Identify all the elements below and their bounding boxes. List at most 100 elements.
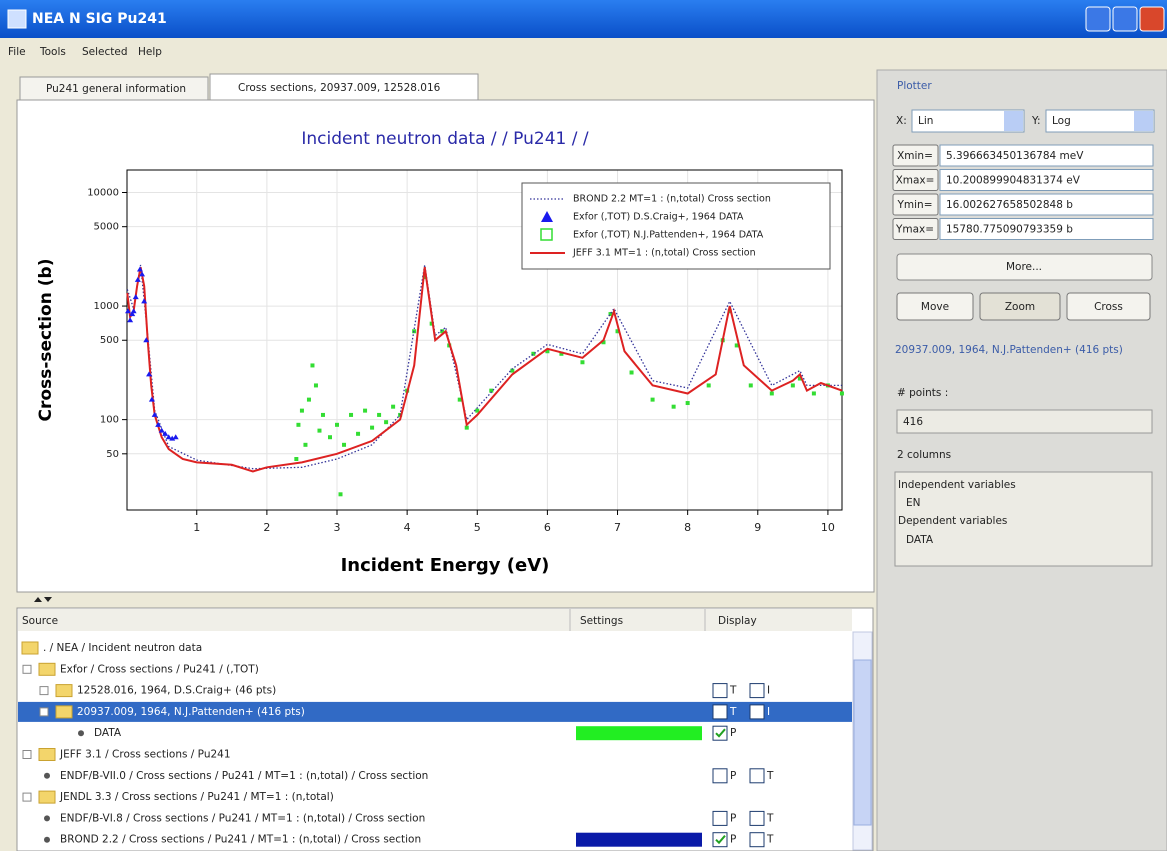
row-label[interactable]: ENDF/B-VII.0 / Cross sections / Pu241 / … — [60, 770, 428, 782]
tab-active[interactable] — [209, 73, 479, 102]
checkbox-label[interactable]: P — [730, 834, 736, 846]
title-bar — [0, 0, 1167, 38]
legend-symbol — [541, 211, 553, 222]
expander[interactable] — [39, 686, 49, 696]
row-label[interactable]: ENDF/B-VI.8 / Cross sections / Pu241 / M… — [60, 812, 425, 824]
expander[interactable] — [22, 750, 32, 759]
data-point — [162, 430, 169, 436]
data-point — [580, 360, 585, 365]
column-header[interactable]: Display — [718, 615, 757, 627]
mode-button[interactable] — [1066, 292, 1151, 321]
tab-label[interactable]: Pu241 general information — [46, 83, 186, 95]
mode-button-label[interactable]: Zoom — [1005, 301, 1035, 313]
checkbox[interactable] — [712, 704, 728, 720]
scroll-thumb[interactable] — [853, 659, 872, 826]
checkbox-label[interactable]: P — [730, 812, 736, 824]
button-label[interactable]: More... — [1006, 261, 1042, 273]
mode-button-label[interactable]: Cross — [1094, 301, 1123, 313]
row-label[interactable]: JENDL 3.3 / Cross sections / Pu241 / MT=… — [59, 791, 334, 803]
checkbox[interactable] — [749, 768, 765, 784]
limit-button[interactable] — [892, 144, 939, 167]
checkbox-label[interactable]: I — [767, 685, 770, 697]
checkbox[interactable] — [712, 832, 728, 848]
row-label[interactable]: JEFF 3.1 / Cross sections / Pu241 — [59, 749, 231, 761]
splitter-arrows[interactable] — [34, 597, 52, 602]
data-point — [391, 404, 396, 409]
color-swatch[interactable] — [576, 832, 702, 847]
close-button[interactable] — [1139, 6, 1165, 32]
row-label[interactable]: 20937.009, 1964, N.J.Pattenden+ (416 pts… — [77, 706, 305, 718]
limit-button[interactable] — [892, 169, 939, 191]
color-swatch[interactable] — [576, 726, 702, 741]
tab-label[interactable]: Cross sections, 20937.009, 12528.016 — [238, 82, 441, 94]
limit-button-label[interactable]: Xmax= — [896, 175, 935, 187]
checkbox[interactable] — [749, 683, 765, 699]
limit-value[interactable]: 10.200899904831374 eV — [946, 175, 1081, 187]
column-header[interactable]: Source — [22, 615, 58, 627]
limit-field[interactable] — [939, 144, 1154, 167]
checkbox-label[interactable]: T — [766, 834, 774, 846]
checkbox[interactable] — [712, 810, 728, 826]
checkbox-label[interactable]: P — [730, 770, 736, 782]
checkbox[interactable] — [749, 704, 765, 720]
row-label[interactable]: DATA — [94, 727, 122, 739]
checkbox[interactable] — [749, 810, 765, 826]
limit-field[interactable] — [939, 218, 1154, 240]
checkbox[interactable] — [712, 768, 728, 784]
limit-button-label[interactable]: Ymin= — [896, 199, 932, 211]
menu-item[interactable]: File — [8, 46, 26, 58]
y-scale-value[interactable]: Log — [1052, 115, 1071, 127]
plot-frame — [126, 169, 843, 511]
checkbox[interactable] — [712, 725, 728, 741]
checkbox-label[interactable]: I — [767, 706, 770, 718]
menu-item[interactable]: Tools — [39, 46, 66, 58]
dropdown-arrow[interactable] — [1134, 111, 1153, 131]
leaf-bullet — [44, 836, 50, 843]
checkbox-label[interactable]: T — [766, 770, 774, 782]
data-point — [464, 425, 469, 430]
mode-button[interactable] — [896, 292, 974, 321]
data-point — [342, 442, 347, 447]
limit-button[interactable] — [892, 218, 939, 240]
data-point — [629, 370, 634, 375]
row-label[interactable]: Exfor / Cross sections / Pu241 / (,TOT) — [60, 663, 259, 675]
x-tick-label: 8 — [684, 521, 691, 534]
y-scale-select[interactable] — [1045, 109, 1155, 133]
mode-button-label[interactable]: Move — [921, 301, 949, 313]
menu-bar — [0, 38, 1167, 62]
checkbox-label[interactable]: T — [766, 812, 774, 824]
checkbox[interactable] — [712, 683, 728, 699]
expander[interactable] — [22, 664, 32, 674]
maximize-button[interactable] — [1112, 6, 1138, 32]
menu-item[interactable]: Selected — [82, 46, 128, 58]
checkbox[interactable] — [749, 832, 765, 848]
data-point — [671, 404, 676, 409]
dropdown-arrow[interactable] — [1004, 111, 1023, 131]
more-button[interactable] — [896, 253, 1153, 281]
expander[interactable] — [39, 707, 49, 717]
checkbox-label[interactable]: T — [729, 706, 737, 718]
limit-value[interactable]: 15780.775090793359 b — [946, 224, 1073, 236]
limit-field[interactable] — [939, 169, 1154, 191]
checkbox-label[interactable]: P — [730, 727, 736, 739]
mode-button[interactable] — [979, 292, 1061, 321]
checkbox-label[interactable]: T — [729, 685, 737, 697]
limit-button-label[interactable]: Ymax= — [895, 224, 934, 236]
tree-table — [16, 607, 874, 851]
limit-field[interactable] — [939, 193, 1154, 216]
row-label[interactable]: BROND 2.2 / Cross sections / Pu241 / MT=… — [60, 834, 421, 846]
limit-value[interactable]: 16.002627658502848 b — [946, 199, 1073, 211]
menu-item[interactable]: Help — [138, 46, 162, 58]
column-header[interactable]: Settings — [580, 615, 623, 627]
minimize-button[interactable] — [1085, 6, 1111, 32]
points-field — [896, 409, 1153, 434]
row-label[interactable]: . / NEA / Incident neutron data — [43, 642, 202, 654]
x-scale-value[interactable]: Lin — [918, 115, 933, 127]
points-label: # points : — [897, 387, 948, 399]
expander[interactable] — [22, 792, 32, 802]
x-scale-select[interactable] — [911, 109, 1025, 133]
limit-button-label[interactable]: Xmin= — [897, 150, 933, 162]
row-label[interactable]: 12528.016, 1964, D.S.Craig+ (46 pts) — [77, 685, 276, 697]
limit-value[interactable]: 5.396663450136784 meV — [946, 150, 1084, 162]
limit-button[interactable] — [892, 193, 939, 216]
